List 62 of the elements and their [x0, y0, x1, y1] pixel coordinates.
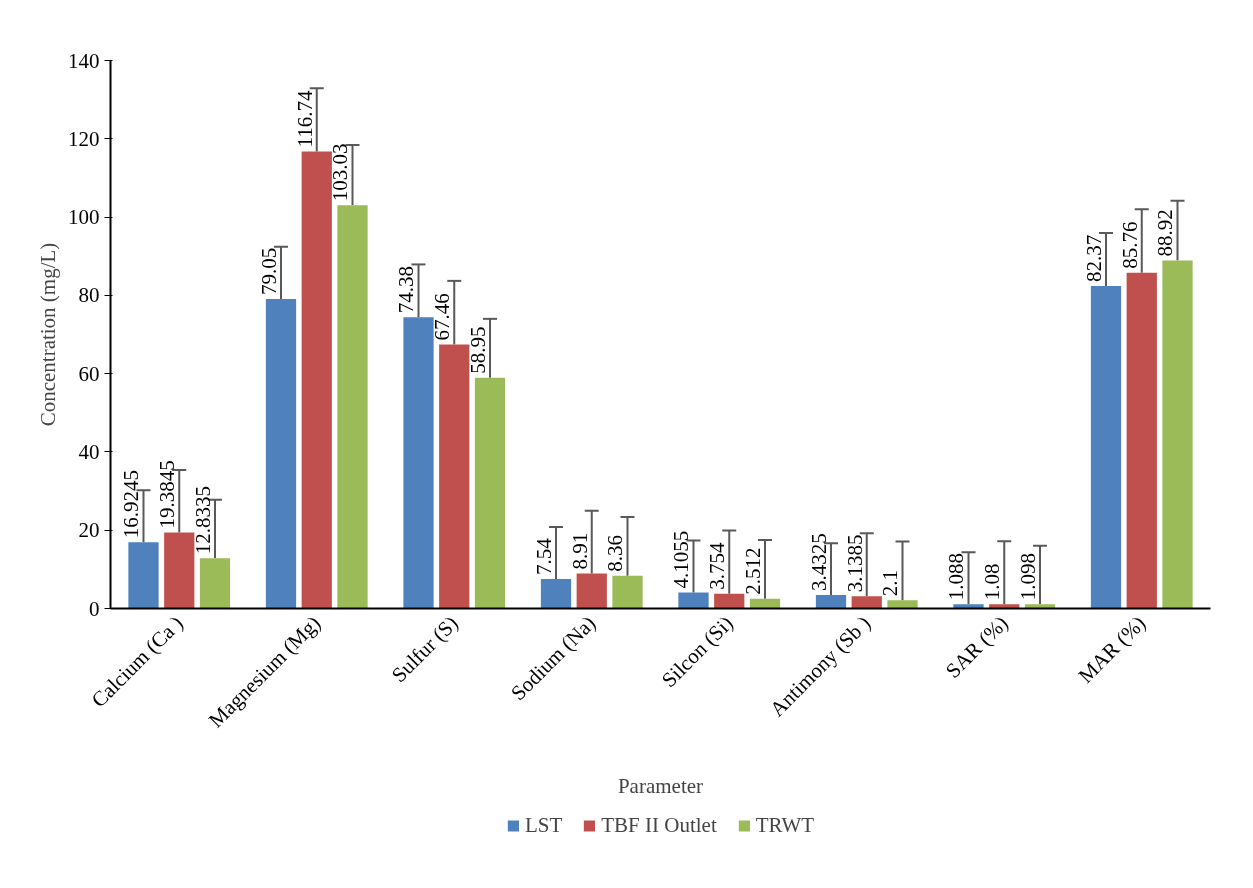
y-tick-label: 60 — [78, 361, 100, 386]
data-label: 8.91 — [567, 532, 592, 570]
bar — [576, 573, 607, 609]
bar — [337, 205, 368, 609]
legend-label: TRWT — [755, 812, 815, 838]
data-label: 7.54 — [532, 537, 556, 575]
data-label: 12.8335 — [191, 486, 215, 555]
data-label: 74.38 — [394, 266, 419, 314]
data-label: 4.1055 — [669, 530, 694, 589]
x-tick-label: SAR (%) — [940, 611, 1013, 683]
data-label: 79.05 — [257, 247, 281, 296]
y-tick-label: 40 — [78, 439, 100, 464]
data-label: 58.95 — [466, 326, 490, 374]
y-axis-title: Concentration (mg/L) — [36, 242, 60, 427]
data-label: 88.92 — [1153, 209, 1178, 257]
bar — [815, 595, 847, 609]
legend-label: LST — [524, 812, 563, 838]
bar — [612, 575, 643, 609]
y-tick-label: 0 — [89, 596, 100, 621]
bar — [1024, 604, 1056, 609]
bar — [301, 151, 332, 609]
bar — [474, 377, 506, 609]
bar — [851, 596, 882, 609]
data-label: 103.03 — [328, 143, 353, 202]
y-tick-label: 20 — [78, 518, 100, 543]
data-label: 1.088 — [944, 552, 969, 601]
data-label: 3.754 — [705, 542, 730, 590]
bar — [1126, 272, 1157, 609]
bar — [953, 604, 984, 609]
bar — [128, 542, 159, 609]
bar — [1090, 286, 1122, 609]
data-label: 8.36 — [603, 535, 628, 572]
data-label: 85.76 — [1117, 221, 1142, 269]
bar — [1162, 260, 1193, 609]
data-label: 3.1385 — [842, 534, 867, 593]
bar — [439, 344, 470, 609]
bar — [887, 600, 918, 609]
bar — [989, 604, 1020, 609]
y-tick-label: 120 — [68, 126, 100, 151]
data-label: 2.512 — [741, 547, 765, 595]
legend-label: TBF II Outlet — [601, 812, 717, 838]
data-label: 1.08 — [980, 563, 1005, 601]
data-label: 82.37 — [1082, 234, 1106, 283]
bar — [403, 317, 434, 609]
y-tick-label: 80 — [78, 283, 100, 308]
data-label: 2.1 — [878, 570, 903, 597]
y-tick-label: 100 — [68, 205, 100, 230]
data-label: 16.9245 — [119, 470, 144, 539]
data-label: 3.4325 — [807, 533, 831, 592]
data-label: 19.3845 — [155, 460, 180, 529]
data-label: 1.098 — [1016, 552, 1040, 601]
data-label: 116.74 — [292, 90, 317, 148]
y-tick-label: 140 — [68, 48, 100, 73]
bar — [749, 598, 781, 609]
bar — [714, 593, 745, 609]
bar — [164, 532, 195, 609]
bar — [678, 592, 709, 609]
data-label: 67.46 — [430, 293, 455, 341]
bar — [265, 299, 297, 609]
x-axis-title: Parameter — [617, 773, 704, 798]
bar — [540, 578, 572, 609]
bar — [199, 558, 231, 609]
